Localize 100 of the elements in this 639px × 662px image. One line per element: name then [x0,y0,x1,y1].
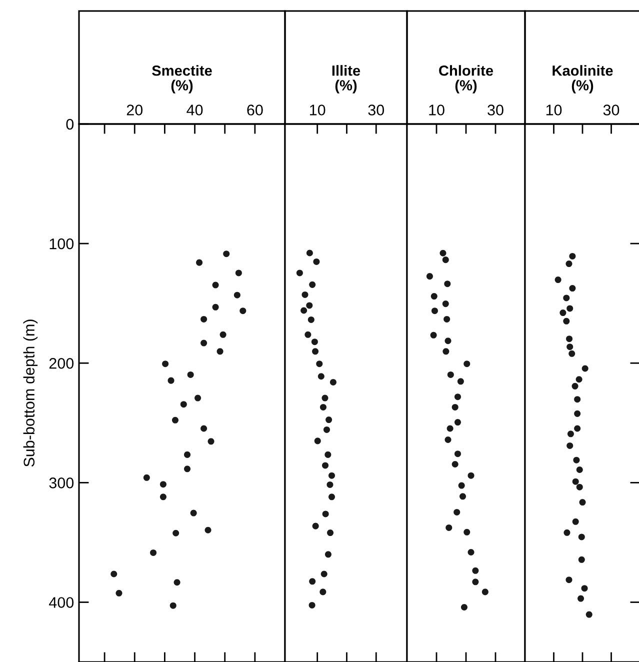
x-tick-label: 30 [368,104,384,116]
x-tick-label: 60 [247,104,263,116]
point [444,338,452,344]
point [300,307,308,314]
point [578,534,585,540]
point [240,308,246,314]
point [566,442,574,449]
point [323,426,330,433]
point [143,474,150,481]
point [468,472,474,479]
point [574,410,581,417]
point [560,310,566,316]
point [320,404,326,410]
point [482,588,488,596]
point [586,611,592,618]
point [187,371,194,378]
x-tick-label: 30 [603,104,620,116]
point [554,276,562,284]
point [444,280,451,288]
point [430,293,438,300]
point [330,378,336,386]
point [572,518,579,525]
point [454,419,461,426]
point [579,499,586,506]
point [326,481,334,488]
point [235,270,242,276]
point [312,522,319,530]
point [200,425,208,432]
point [442,348,450,355]
point [320,588,326,596]
point [311,338,318,346]
point [454,394,461,400]
x-tick-label: 10 [429,104,444,116]
point [314,438,321,444]
y-tick-label: 200 [49,358,74,369]
point [208,438,214,445]
y-tick-label: 300 [49,478,74,488]
point [160,494,166,500]
point [566,336,573,342]
point [566,260,572,268]
point [572,382,578,390]
point [312,348,319,355]
point [569,285,576,292]
point [569,252,576,260]
point [194,394,202,402]
point [442,256,449,264]
point [322,394,328,402]
point [458,482,465,489]
x-tick-label: 40 [186,104,203,116]
point [573,456,580,464]
x-tick-label: 10 [310,104,326,116]
y-axis-title: Sub-bottom depth (m) [23,320,38,467]
point [196,259,203,266]
point [431,308,438,314]
point [578,595,584,602]
point [454,508,460,516]
point [204,526,212,534]
point [308,602,316,608]
point [454,450,461,458]
point [327,530,334,536]
point [306,302,313,309]
point [324,551,332,558]
x-axis-title: Kaolinite (%) [552,65,613,94]
point [564,529,570,536]
point [447,371,454,378]
point [160,481,166,488]
point [324,451,332,458]
point [168,377,174,384]
point [302,291,308,298]
point [212,282,219,288]
point [446,524,452,531]
point [322,510,329,518]
point [574,396,581,403]
point [468,548,474,556]
point [172,416,178,424]
point [200,316,208,322]
point [328,494,335,500]
point [472,567,479,574]
y-tick-label: 0 [66,118,74,130]
point [582,365,588,372]
x-tick-label: 20 [126,104,143,116]
point [572,478,579,485]
point [306,250,313,256]
point [576,466,583,474]
point [452,404,458,410]
point [212,304,219,310]
point [296,270,303,276]
point [457,378,464,385]
point [426,273,433,280]
point [150,549,157,556]
point [174,579,180,586]
point [180,401,187,408]
point [110,570,118,578]
point [172,530,180,536]
point [452,461,458,468]
point [220,331,226,338]
point [563,318,570,324]
point [318,373,324,380]
point [309,281,316,288]
x-axis-title: Chlorite (%) [439,65,494,94]
